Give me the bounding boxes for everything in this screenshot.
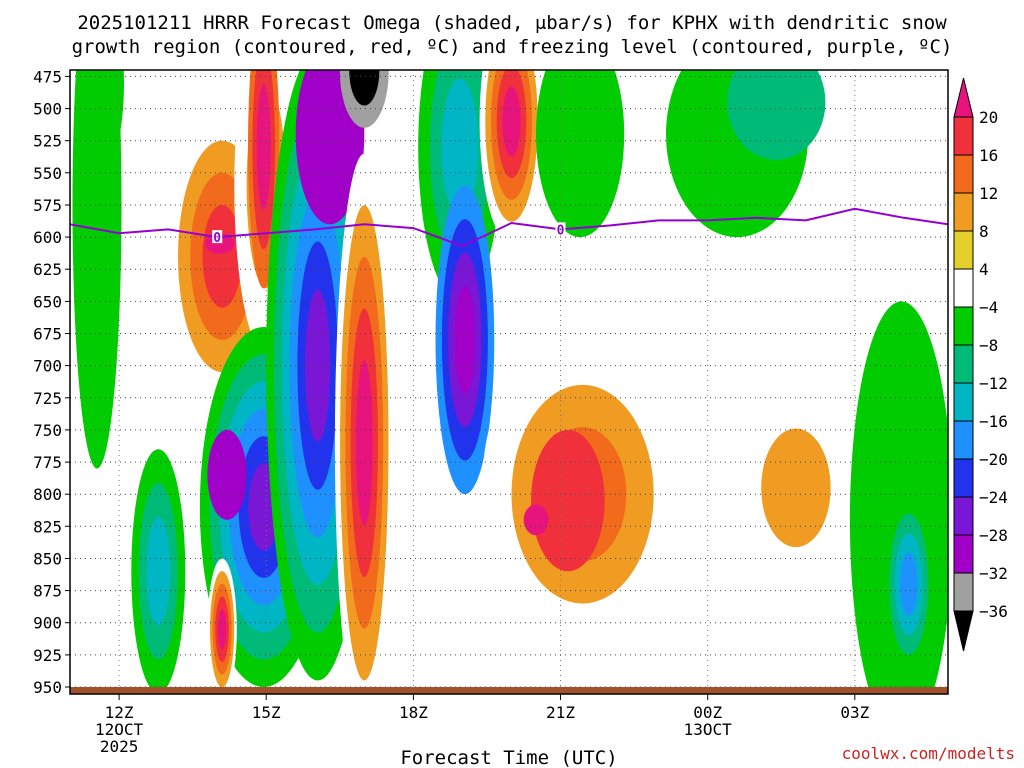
omega-region-9-level-m28 bbox=[207, 429, 247, 520]
y-tick-label-850: 850 bbox=[33, 550, 62, 569]
x-tick-label-12-1: 12OCT bbox=[95, 720, 144, 739]
x-tick-label-15-0: 15Z bbox=[252, 703, 281, 722]
y-tick-label-550: 550 bbox=[33, 164, 62, 183]
omega-region-22-level-20 bbox=[523, 504, 549, 536]
colorbar-segment-5 bbox=[953, 268, 974, 308]
y-tick-label-625: 625 bbox=[33, 260, 62, 279]
omega-shading bbox=[72, 70, 948, 687]
x-tick-label-24-1: 13OCT bbox=[684, 720, 733, 739]
omega-region-21-level-16 bbox=[531, 429, 605, 572]
omega-region-11-level-m24 bbox=[305, 289, 331, 442]
colorbar-tick-label: −20 bbox=[979, 450, 1008, 469]
omega-region-18-level-m4 bbox=[536, 70, 625, 238]
omega-region-27-level-m16 bbox=[900, 552, 918, 616]
x-tick-label-27-0: 03Z bbox=[840, 703, 869, 722]
colorbar-tick-label: −24 bbox=[979, 488, 1008, 507]
colorbar-tick-label: 16 bbox=[979, 146, 998, 165]
colorbar-tick-label: −32 bbox=[979, 564, 1008, 583]
freezing-level-label-bg bbox=[555, 222, 566, 236]
colorbar-tick-label: 20 bbox=[979, 108, 998, 127]
y-axis: 475 500 525 550 575 600 625 650 675 700 725 750 775 8… bbox=[33, 67, 70, 697]
colorbar-tick-label: −16 bbox=[979, 412, 1008, 431]
x-tick-label-18-0: 18Z bbox=[399, 703, 428, 722]
x-tick-label-12-2: 2025 bbox=[100, 737, 139, 756]
y-tick-label-475: 475 bbox=[33, 67, 62, 86]
colorbar-bottom-arrow bbox=[953, 610, 974, 652]
omega-colorbar: 20 16 12 8 4 −4 −8 −12 −16 −20 −24 −28 −32 −36 bbox=[953, 77, 1008, 652]
plot-area: 00 bbox=[69, 69, 949, 695]
colorbar-tick-label: 8 bbox=[979, 222, 989, 241]
colorbar-segment-7 bbox=[953, 344, 974, 384]
y-tick-label-500: 500 bbox=[33, 100, 62, 119]
colorbar-segment-9 bbox=[953, 420, 974, 460]
colorbar-tick-label: 12 bbox=[979, 184, 998, 203]
omega-region-17-level-20 bbox=[502, 86, 521, 157]
colorbar-segment-4 bbox=[953, 230, 974, 270]
y-tick-label-575: 575 bbox=[33, 196, 62, 215]
omega-region-0-level-m4 bbox=[72, 70, 122, 469]
freezing-level-label: 0 bbox=[213, 231, 221, 246]
omega-region-13-level-m36 bbox=[349, 70, 380, 106]
x-tick-label-12-0: 12Z bbox=[105, 703, 134, 722]
freezing-level-label-bg bbox=[212, 230, 223, 244]
y-tick-label-650: 650 bbox=[33, 292, 62, 311]
colorbar-segment-12 bbox=[953, 534, 974, 574]
colorbar-segment-6 bbox=[953, 306, 974, 346]
colorbar-tick-label: −8 bbox=[979, 336, 998, 355]
y-tick-label-725: 725 bbox=[33, 389, 62, 408]
omega-region-14-level-20 bbox=[355, 360, 373, 526]
y-tick-label-950: 950 bbox=[33, 678, 62, 697]
y-tick-label-525: 525 bbox=[33, 132, 62, 151]
ground-strip bbox=[70, 687, 948, 694]
freezing-level-label: 0 bbox=[557, 223, 565, 238]
x-tick-label-21-0: 21Z bbox=[546, 703, 575, 722]
colorbar-tick-label: −36 bbox=[979, 602, 1008, 621]
plot-border bbox=[69, 69, 949, 695]
credit-text: coolwx.com/modelts bbox=[842, 744, 1015, 763]
x-tick-label-24-0: 00Z bbox=[693, 703, 722, 722]
y-tick-label-825: 825 bbox=[33, 517, 62, 536]
colorbar-top-arrow bbox=[953, 77, 974, 118]
x-axis-title: Forecast Time (UTC) bbox=[400, 747, 617, 768]
y-tick-label-750: 750 bbox=[33, 421, 62, 440]
omega-region-15-level-m12 bbox=[441, 78, 479, 216]
omega-region-25-level-8 bbox=[761, 428, 831, 548]
colorbar-tick-label: −4 bbox=[979, 298, 998, 317]
chart-title-line2: growth region (contoured, red, ºC) and f… bbox=[72, 36, 953, 58]
colorbar-segment-3 bbox=[953, 192, 974, 232]
omega-region-7-level-4 bbox=[87, 571, 112, 649]
colorbar-segment-2 bbox=[953, 154, 974, 194]
colorbar-segment-13 bbox=[953, 572, 974, 612]
y-tick-label-775: 775 bbox=[33, 453, 62, 472]
colorbar-tick-label: 4 bbox=[979, 260, 989, 279]
freezing-level-contour: 00 bbox=[70, 207, 948, 248]
y-tick-label-700: 700 bbox=[33, 357, 62, 376]
colorbar-segment-1 bbox=[953, 116, 974, 156]
omega-region-6-level-m12 bbox=[146, 517, 171, 626]
colorbar-segment-8 bbox=[953, 382, 974, 422]
y-tick-label-875: 875 bbox=[33, 582, 62, 601]
omega-region-10-level-20 bbox=[217, 609, 227, 650]
colorbar-segment-10 bbox=[953, 458, 974, 498]
y-tick-label-925: 925 bbox=[33, 646, 62, 665]
omega-region-16-level-m28 bbox=[454, 286, 476, 394]
omega-region-5-level-20 bbox=[256, 84, 271, 210]
chart-title-line1: 2025101211 HRRR Forecast Omega (shaded, … bbox=[77, 12, 947, 34]
omega-region-24-level-m8 bbox=[727, 70, 826, 160]
colorbar-tick-label: −12 bbox=[979, 374, 1008, 393]
y-tick-label-675: 675 bbox=[33, 325, 62, 344]
y-tick-label-900: 900 bbox=[33, 614, 62, 633]
y-tick-label-600: 600 bbox=[33, 228, 62, 247]
omega-region-1-level-m4 bbox=[89, 70, 124, 160]
colorbar-tick-label: −28 bbox=[979, 526, 1008, 545]
y-tick-label-800: 800 bbox=[33, 485, 62, 504]
colorbar-segment-11 bbox=[953, 496, 974, 536]
